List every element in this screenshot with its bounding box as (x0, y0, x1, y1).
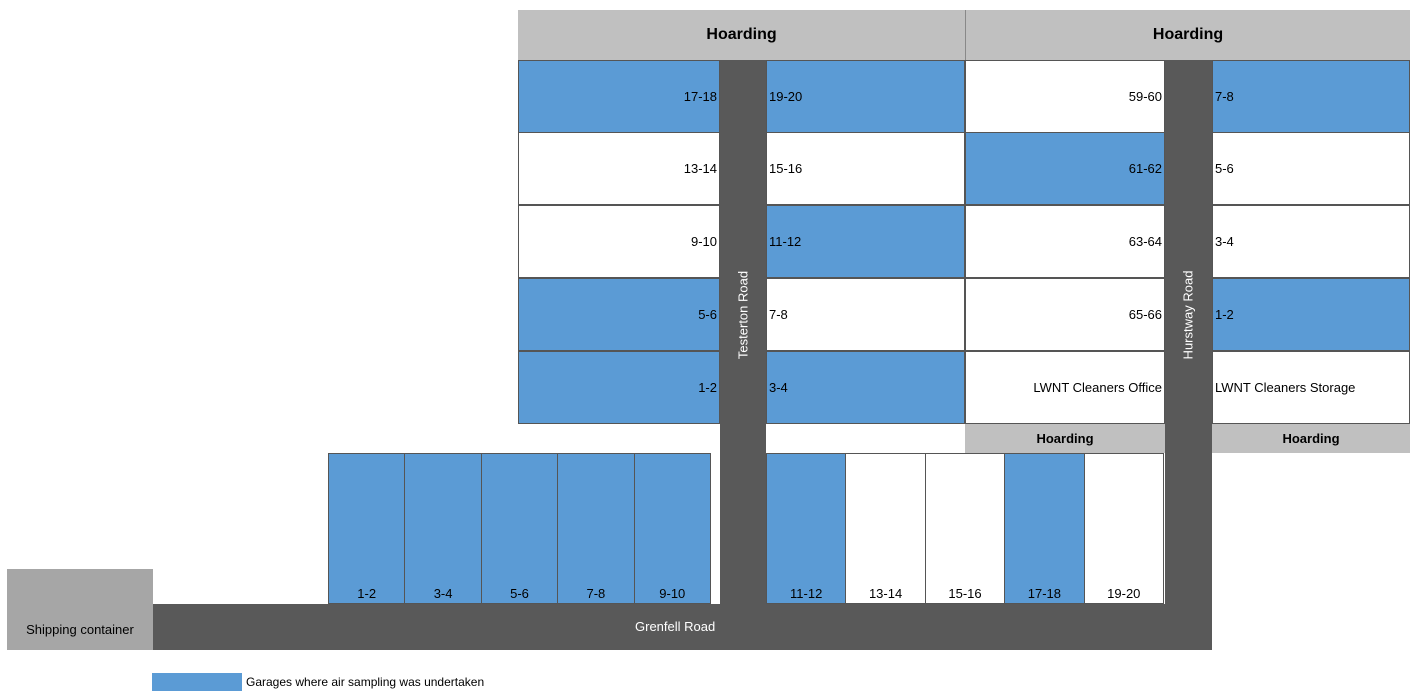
garage-testerton-east-5: 3-4 (766, 351, 965, 424)
garage-testerton-east-4: 7-8 (766, 278, 965, 351)
garage-hurstway-east-5: LWNT Cleaners Storage (1212, 351, 1410, 424)
garage-hurstway-west-5: LWNT Cleaners Office (965, 351, 1165, 424)
garage-grenfell-west-4: 7-8 (557, 453, 635, 604)
garage-grenfell-east-4: 17-18 (1004, 453, 1085, 604)
garage-testerton-east-2: 15-16 (766, 132, 965, 205)
garage-grenfell-east-2: 13-14 (845, 453, 926, 604)
legend-swatch (152, 673, 242, 691)
garage-hurstway-east-1: 7-8 (1212, 60, 1410, 133)
garage-testerton-west-1: 17-18 (518, 60, 720, 133)
garage-hurstway-east-4: 1-2 (1212, 278, 1410, 351)
garage-hurstway-west-1: 59-60 (965, 60, 1165, 133)
garage-grenfell-east-5: 19-20 (1083, 453, 1164, 604)
testerton-road-label: Testerton Road (735, 270, 751, 360)
hoarding-top-left: Hoarding (518, 10, 965, 60)
garage-testerton-west-4: 5-6 (518, 278, 720, 351)
garage-hurstway-west-3: 63-64 (965, 205, 1165, 278)
garage-testerton-west-3: 9-10 (518, 205, 720, 278)
garage-testerton-west-2: 13-14 (518, 132, 720, 205)
shipping-container-label: Shipping container (26, 622, 134, 637)
shipping-container: Shipping container (7, 569, 153, 650)
hoarding-bottom-right: Hoarding (1212, 424, 1410, 453)
garage-hurstway-east-2: 5-6 (1212, 132, 1410, 205)
legend-label: Garages where air sampling was undertake… (246, 675, 485, 689)
garage-grenfell-east-3: 15-16 (924, 453, 1006, 604)
grenfell-road-label: Grenfell Road (635, 619, 716, 634)
garage-grenfell-west-3: 5-6 (480, 453, 559, 604)
grenfell-road (153, 604, 1212, 650)
garage-testerton-east-1: 19-20 (766, 60, 965, 133)
garage-grenfell-west-5: 9-10 (633, 453, 711, 604)
hurstway-road-label: Hurstway Road (1180, 270, 1196, 360)
garage-testerton-west-5: 1-2 (518, 351, 720, 424)
hoarding-top-right: Hoarding (965, 10, 1410, 60)
testerton-road (720, 60, 766, 620)
hurstway-road (1165, 60, 1212, 650)
garage-hurstway-east-3: 3-4 (1212, 205, 1410, 278)
hoarding-bottom-middle: Hoarding (965, 424, 1165, 453)
garage-grenfell-west-1: 1-2 (328, 453, 406, 604)
garage-grenfell-east-1: 11-12 (766, 453, 847, 604)
garage-hurstway-west-2: 61-62 (965, 132, 1165, 205)
garage-hurstway-west-4: 65-66 (965, 278, 1165, 351)
garage-grenfell-west-2: 3-4 (404, 453, 482, 604)
garage-testerton-east-3: 11-12 (766, 205, 965, 278)
